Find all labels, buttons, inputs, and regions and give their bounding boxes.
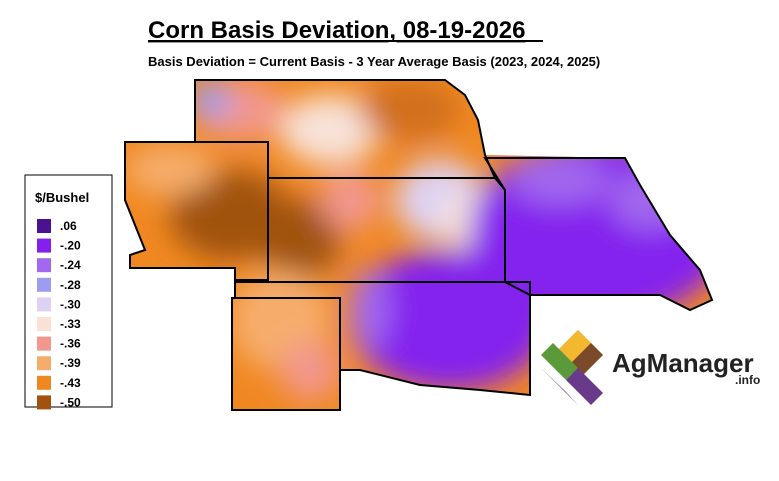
legend-swatch (37, 258, 51, 273)
legend-label: -.43 (60, 376, 81, 390)
legend-swatch (37, 317, 51, 331)
legend-swatch (37, 375, 51, 390)
legend-swatch (37, 336, 51, 351)
title: Corn Basis Deviation, 08-19-2026 (148, 17, 526, 44)
legend-label: -.20 (60, 239, 81, 253)
legend-label: -.30 (60, 297, 81, 311)
legend-label: -.28 (60, 278, 81, 292)
subtitle: Basis Deviation = Current Basis - 3 Year… (148, 54, 600, 69)
legend-swatch (37, 297, 51, 312)
legend-label: -.39 (60, 356, 81, 370)
logo-name: AgManager (612, 348, 754, 378)
legend-label: -.36 (60, 337, 81, 351)
legend-label: -.50 (60, 395, 81, 409)
legend-swatch (37, 219, 51, 233)
legend-swatch (37, 356, 51, 371)
state-borders (124, 79, 714, 411)
logo-suffix: .info (735, 373, 760, 387)
legend-title: $/Bushel (35, 190, 89, 205)
legend-label: .06 (60, 219, 77, 233)
legend-swatch (37, 395, 51, 410)
legend: $/Bushel .06 -.20 -.24 -.28 -.30 -.33 -.36 -.39… (24, 174, 113, 410)
legend-swatch (37, 277, 51, 292)
legend-swatch (37, 238, 51, 253)
legend-label: -.33 (60, 317, 81, 331)
logo: AgManager .info (541, 330, 760, 405)
legend-label: -.24 (60, 258, 81, 272)
